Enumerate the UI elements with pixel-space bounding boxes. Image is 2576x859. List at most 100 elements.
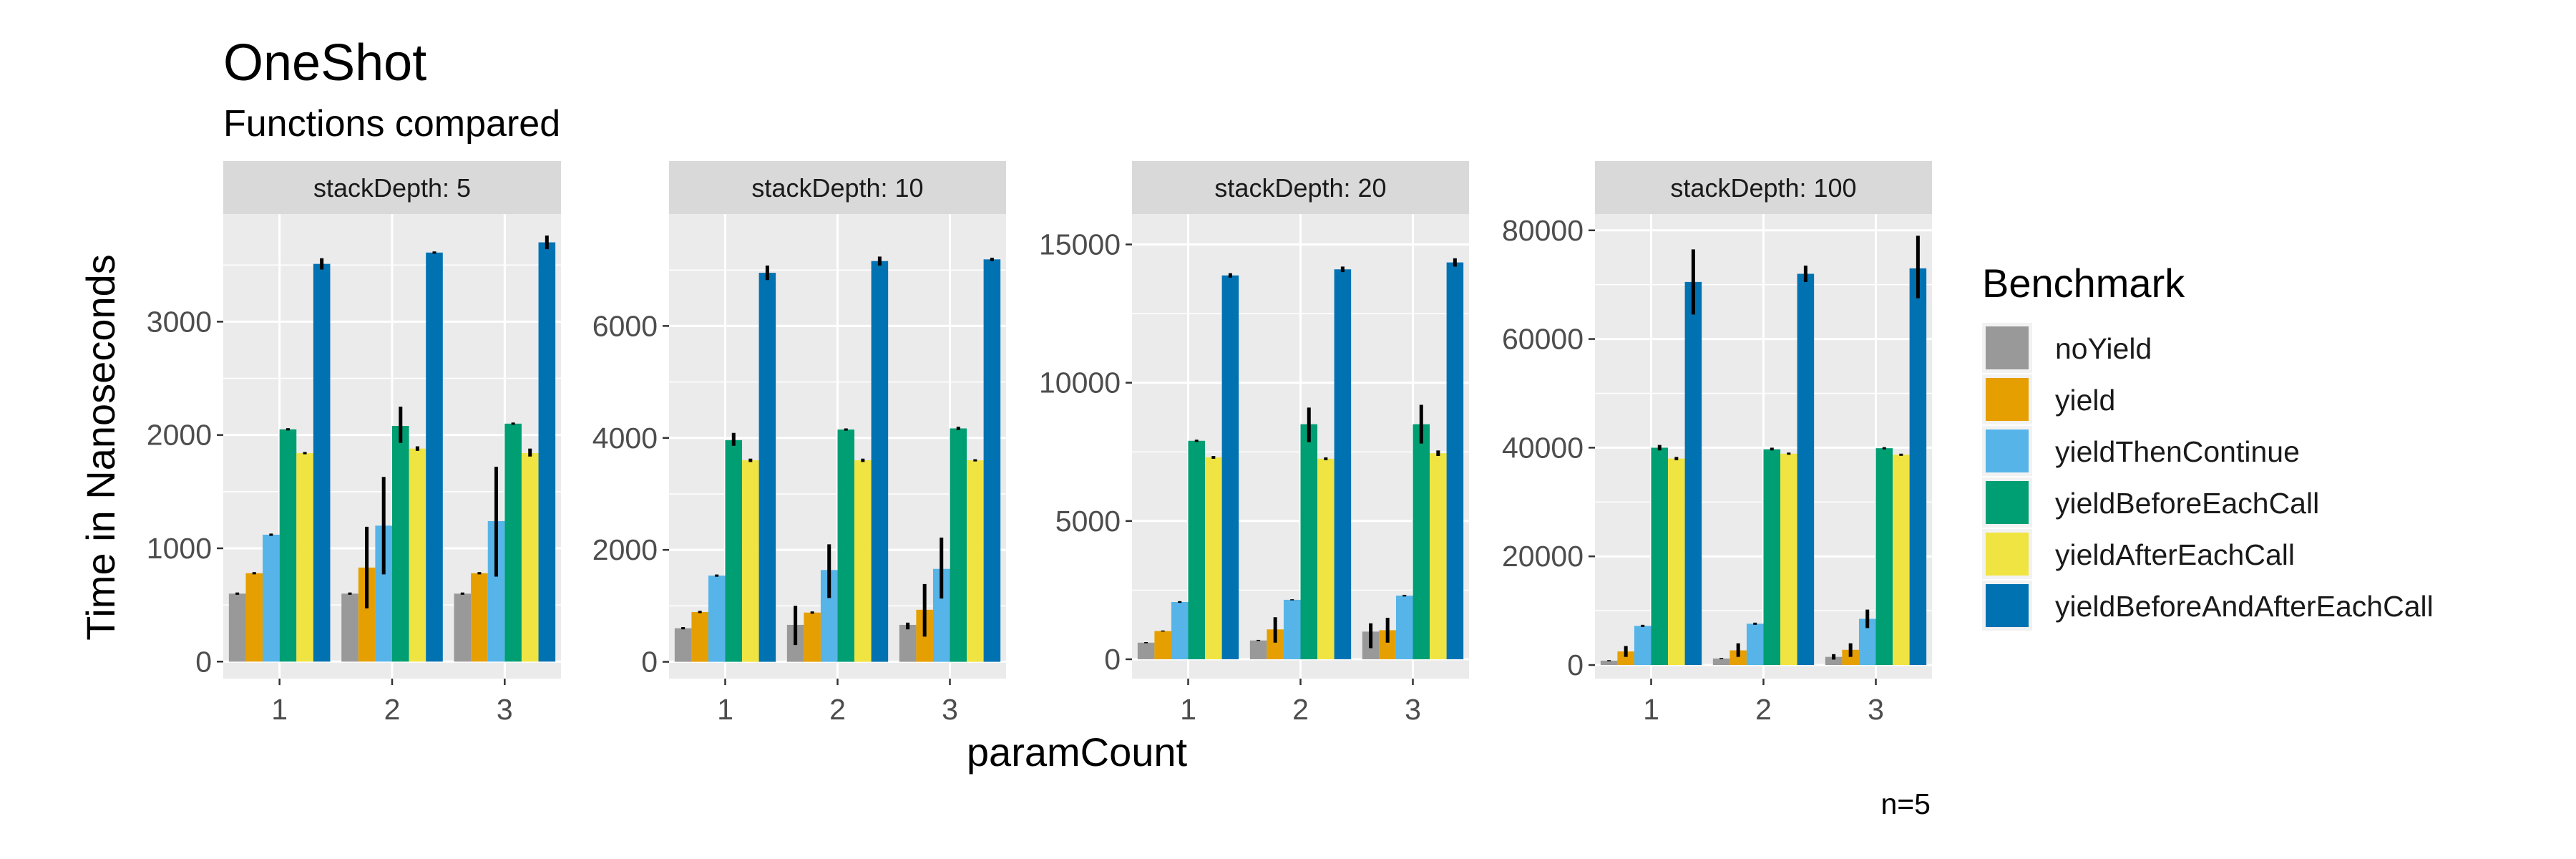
bar xyxy=(426,252,443,662)
bar xyxy=(1684,281,1702,666)
bar xyxy=(1446,262,1464,659)
bar xyxy=(296,452,313,662)
facet-strip-label: stackDepth: 20 xyxy=(1214,173,1386,203)
y-axis-title: Time in Nanoseconds xyxy=(78,254,123,641)
y-tick-label: 0 xyxy=(1104,643,1121,676)
bar xyxy=(1334,269,1352,659)
x-tick-label: 3 xyxy=(942,693,958,726)
bar xyxy=(1600,660,1618,666)
legend-label: yieldBeforeEachCall xyxy=(2055,487,2319,520)
bar xyxy=(1395,596,1413,659)
legend-label: yieldAfterEachCall xyxy=(2055,538,2295,571)
y-tick-label: 10000 xyxy=(1039,367,1121,399)
bar xyxy=(1634,626,1652,666)
x-tick-label: 2 xyxy=(829,693,846,726)
bar xyxy=(1746,623,1764,666)
bar xyxy=(1797,273,1815,666)
bar xyxy=(674,628,692,662)
bar xyxy=(454,593,472,662)
bar xyxy=(358,567,376,662)
bar xyxy=(392,426,409,662)
bar xyxy=(967,460,984,662)
legend-label: yieldBeforeAndAfterEachCall xyxy=(2055,590,2434,623)
bar xyxy=(708,576,726,662)
y-tick-label: 40000 xyxy=(1502,431,1584,464)
bar xyxy=(950,428,967,662)
bar xyxy=(854,460,872,662)
x-tick-label: 2 xyxy=(1755,693,1772,726)
bar xyxy=(758,273,776,662)
bar xyxy=(538,242,556,662)
bar xyxy=(1842,649,1859,666)
bar xyxy=(521,452,539,662)
bar xyxy=(1825,656,1843,666)
bar xyxy=(1875,448,1893,666)
legend-swatch xyxy=(1986,378,2029,421)
bar xyxy=(1617,651,1634,666)
bar xyxy=(820,570,838,662)
bar xyxy=(1283,599,1301,659)
bar xyxy=(504,423,522,662)
y-tick-label: 2000 xyxy=(592,533,658,566)
bar xyxy=(1300,424,1318,659)
y-tick-label: 80000 xyxy=(1502,214,1584,247)
legend: Benchmark noYield yield yieldThenContinue y… xyxy=(1982,261,2434,631)
bar xyxy=(1729,650,1747,666)
legend-swatch xyxy=(1986,584,2029,627)
bar xyxy=(1893,455,1910,666)
x-tick-label: 3 xyxy=(1868,693,1884,726)
y-tick-label: 0 xyxy=(641,646,658,679)
facet-strip-label: stackDepth: 100 xyxy=(1670,173,1856,203)
facet-panel: stackDepth: 10 0 2000 4000 6000 1 2 3 xyxy=(592,161,1006,726)
facet-strip xyxy=(1595,161,1932,214)
bar xyxy=(1137,642,1155,659)
bar xyxy=(1858,618,1876,666)
legend-swatch xyxy=(1986,326,2029,369)
x-axis-title: paramCount xyxy=(967,729,1188,775)
bar xyxy=(837,430,855,662)
facet-panel: stackDepth: 5 0 1000 2000 3000 1 2 3 xyxy=(147,161,561,726)
x-tick-label: 3 xyxy=(497,693,513,726)
bar xyxy=(1413,424,1430,659)
chart-subtitle: Functions compared xyxy=(223,103,560,145)
bar xyxy=(279,429,297,662)
bar xyxy=(409,448,426,662)
bar xyxy=(487,520,505,662)
y-tick-label: 0 xyxy=(195,645,212,678)
bar xyxy=(1267,629,1284,659)
legend-swatch xyxy=(1986,481,2029,524)
y-tick-label: 6000 xyxy=(592,309,658,342)
x-tick-label: 2 xyxy=(1292,693,1309,726)
y-tick-label: 3000 xyxy=(147,305,212,338)
bar xyxy=(691,611,708,662)
bar xyxy=(932,568,950,662)
caption: n=5 xyxy=(1880,787,1931,820)
y-tick-label: 4000 xyxy=(592,422,658,455)
bar xyxy=(471,573,488,662)
x-tick-label: 3 xyxy=(1405,693,1421,726)
bar xyxy=(313,263,331,662)
bar xyxy=(1221,275,1239,659)
legend-swatch xyxy=(1986,533,2029,576)
bar xyxy=(1205,457,1222,659)
legend-label: noYield xyxy=(2055,332,2152,365)
bar xyxy=(1154,631,1171,659)
facet-panel: stackDepth: 20 0 5000 10000 15000 1 2 3 xyxy=(1039,161,1469,726)
bar xyxy=(742,460,759,662)
bar xyxy=(1188,440,1206,659)
bar xyxy=(1249,640,1267,659)
bar xyxy=(1430,453,1447,659)
x-tick-label: 1 xyxy=(717,693,733,726)
bar xyxy=(1780,453,1797,666)
x-tick-label: 2 xyxy=(384,693,401,726)
bar xyxy=(1712,658,1730,666)
legend-title: Benchmark xyxy=(1982,261,2185,306)
bar xyxy=(375,525,392,662)
bar xyxy=(1171,601,1189,659)
y-tick-label: 20000 xyxy=(1502,540,1584,573)
bar xyxy=(1668,458,1685,666)
y-tick-label: 60000 xyxy=(1502,323,1584,356)
bar xyxy=(899,624,917,662)
x-tick-label: 1 xyxy=(1643,693,1659,726)
